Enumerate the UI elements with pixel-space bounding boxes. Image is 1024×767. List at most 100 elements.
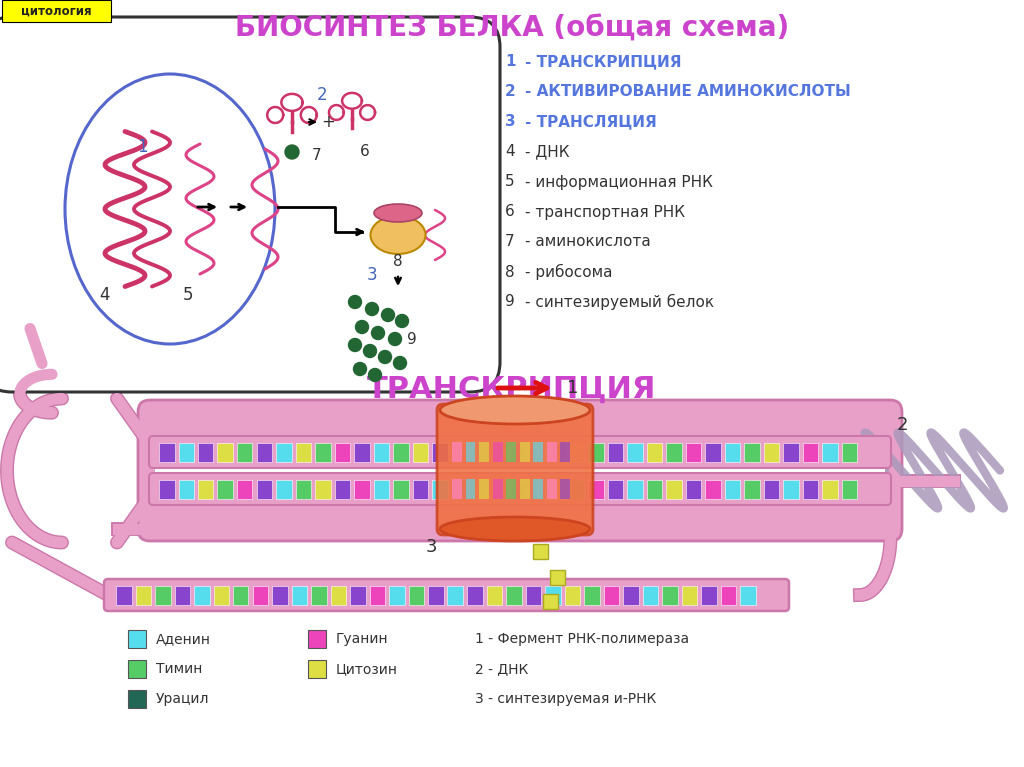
FancyBboxPatch shape [138,400,902,541]
Bar [308,660,326,678]
Bar [529,443,545,462]
Bar [466,442,475,462]
Bar [588,479,603,499]
Bar [217,479,233,499]
Text: 6: 6 [360,143,370,159]
Bar [685,443,701,462]
Bar [296,443,311,462]
Text: 7: 7 [312,147,322,163]
Bar [568,479,584,499]
Text: 4: 4 [505,144,515,160]
FancyBboxPatch shape [150,473,891,505]
Bar [217,443,233,462]
Bar [486,585,502,604]
Ellipse shape [371,216,426,254]
Text: БИОСИНТЕЗ БЕЛКА (общая схема): БИОСИНТЕЗ БЕЛКА (общая схема) [234,15,790,43]
Text: 5: 5 [182,286,194,304]
Bar [607,479,623,499]
Bar [603,585,618,604]
Bar [155,585,171,604]
Text: 9: 9 [505,295,515,310]
Bar [471,479,486,499]
Bar [725,443,740,462]
Bar [783,479,799,499]
FancyBboxPatch shape [2,0,111,22]
Text: Аденин: Аденин [156,632,211,646]
Bar [842,443,857,462]
Bar [479,442,489,462]
Bar [128,690,146,708]
Bar [292,585,307,604]
Bar [311,585,327,604]
Text: 5: 5 [505,175,515,189]
Ellipse shape [65,74,275,344]
Bar [721,585,736,604]
Bar [666,479,682,499]
Text: - рибосома: - рибосома [525,264,612,280]
Text: 2: 2 [897,416,908,434]
Bar [547,442,556,462]
Ellipse shape [374,204,422,222]
Bar [543,594,557,608]
Text: 9: 9 [408,331,417,347]
Bar [452,479,467,499]
Text: Тимин: Тимин [156,662,203,676]
Circle shape [355,321,369,334]
Circle shape [372,327,384,340]
Bar [198,443,213,462]
Bar [568,443,584,462]
Bar [549,479,564,499]
Circle shape [353,363,367,376]
Bar [506,585,521,604]
Bar [159,479,174,499]
Bar [725,479,740,499]
Text: Гуанин: Гуанин [336,632,389,646]
Bar [506,442,516,462]
Text: - АКТИВИРОВАНИЕ АМИНОКИСЛОТЫ: - АКТИВИРОВАНИЕ АМИНОКИСЛОТЫ [525,84,851,100]
Bar [627,479,642,499]
Circle shape [393,357,407,370]
Circle shape [388,333,401,345]
Bar [452,442,462,462]
Bar [413,443,428,462]
Bar [607,443,623,462]
Bar [685,479,701,499]
Text: 2: 2 [505,84,516,100]
Bar [682,585,697,604]
Bar [315,443,331,462]
Bar [128,630,146,648]
Bar [803,479,818,499]
Text: - ТРАНСЛЯЦИЯ: - ТРАНСЛЯЦИЯ [525,114,656,130]
Bar [560,479,570,499]
Bar [564,585,580,604]
Ellipse shape [440,517,590,541]
Bar [510,443,525,462]
Text: 1 - Фермент РНК-полимераза: 1 - Фермент РНК-полимераза [475,632,689,646]
Bar [493,442,503,462]
Circle shape [379,351,391,364]
Text: - транспортная РНК: - транспортная РНК [525,205,685,219]
Bar [740,585,756,604]
Bar [560,442,570,462]
Bar [550,570,564,584]
Bar [354,479,370,499]
Circle shape [364,344,377,357]
Bar [519,479,529,499]
Bar [428,585,443,604]
Bar [116,585,131,604]
Bar [493,479,503,499]
Bar [705,443,721,462]
Bar [174,585,190,604]
Bar [331,585,346,604]
Bar [256,479,272,499]
Bar [744,443,760,462]
Bar [466,479,475,499]
Text: 2: 2 [316,86,328,104]
Bar [256,443,272,462]
Text: 3: 3 [505,114,516,130]
Text: 1: 1 [136,138,147,156]
Text: 3: 3 [367,266,377,284]
Bar [432,479,447,499]
Bar [409,585,424,604]
Bar [822,479,838,499]
